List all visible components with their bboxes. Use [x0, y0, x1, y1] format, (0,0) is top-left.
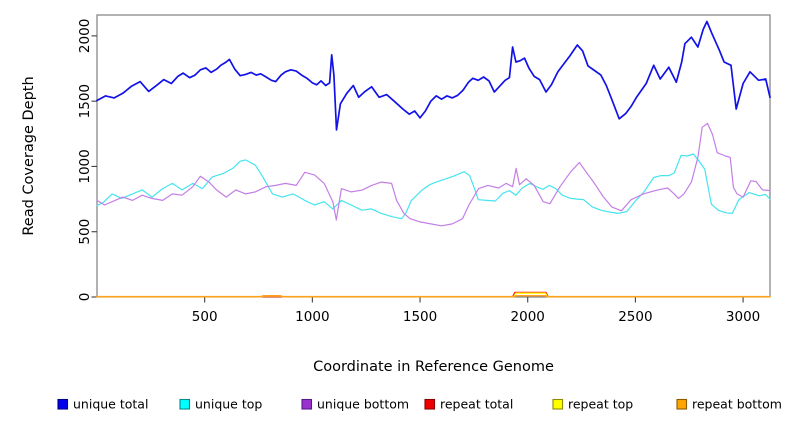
y-tick-label: 0 — [77, 293, 93, 302]
x-tick-label: 2000 — [511, 309, 545, 325]
legend-label-repeat-bottom: repeat bottom — [692, 397, 782, 412]
x-tick-label: 2500 — [618, 309, 652, 325]
series-line-repeat-bottom — [96, 294, 771, 298]
series-line-unique-bottom — [96, 122, 771, 227]
x-tick-label: 3000 — [726, 309, 760, 325]
y-axis-title: Read Coverage Depth — [21, 76, 37, 235]
legend-label-repeat-top: repeat top — [568, 397, 633, 412]
legend-swatch-repeat-top — [552, 398, 564, 410]
legend-swatch-repeat-total — [424, 398, 436, 410]
legend-swatch-unique-bottom — [301, 398, 313, 410]
series-line-unique-top — [96, 153, 771, 220]
legend-label-unique-bottom: unique bottom — [317, 397, 409, 412]
legend-label-unique-top: unique top — [195, 397, 262, 412]
y-tick-label: 500 — [77, 219, 93, 245]
x-tick-label: 1500 — [403, 309, 437, 325]
legend-label-unique-total: unique total — [73, 397, 148, 412]
y-tick-label: 2000 — [77, 19, 93, 53]
legend-swatch-unique-total — [57, 398, 69, 410]
y-tick-label: 1000 — [77, 149, 93, 183]
plot-box — [96, 14, 771, 298]
legend-label-repeat-total: repeat total — [440, 397, 513, 412]
x-tick-label: 1000 — [295, 309, 329, 325]
x-axis-title: Coordinate in Reference Genome — [313, 359, 554, 375]
x-tick-label: 500 — [192, 309, 218, 325]
series-line-unique-total — [96, 20, 771, 131]
y-tick-label: 1500 — [77, 84, 93, 118]
legend-swatch-unique-top — [179, 398, 191, 410]
legend-swatch-repeat-bottom — [676, 398, 688, 410]
